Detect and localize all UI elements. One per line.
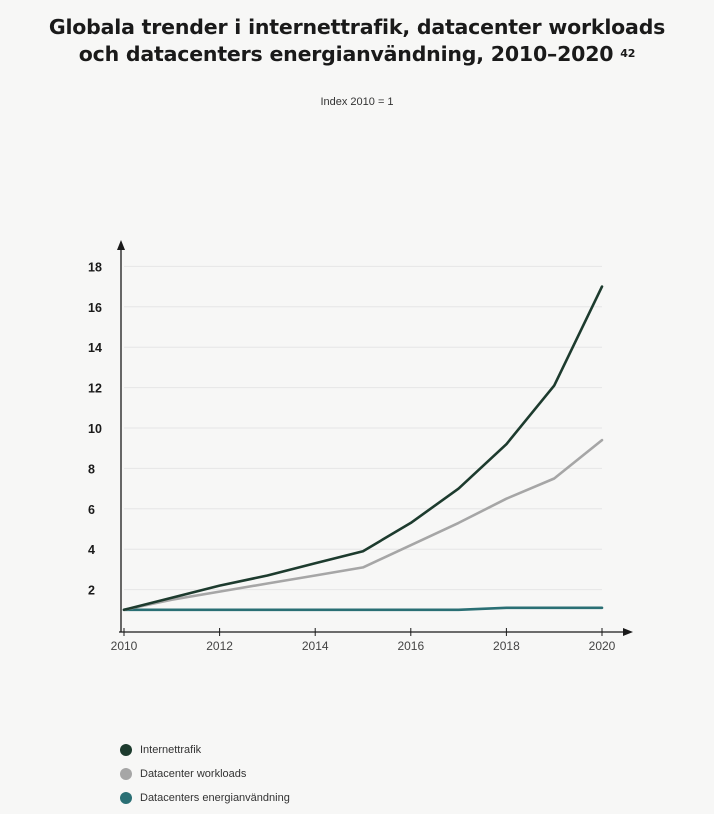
series-line-3 bbox=[122, 606, 604, 612]
y-axis-arrow bbox=[117, 240, 125, 250]
title-line-1: Globala trender i internettrafik, datace… bbox=[48, 15, 666, 39]
y-tick-label: 2 bbox=[88, 584, 95, 598]
x-tick-label: 2014 bbox=[302, 639, 329, 653]
y-tick-label: 12 bbox=[88, 382, 102, 396]
x-tick-label: 2018 bbox=[493, 639, 520, 653]
y-tick-label: 8 bbox=[88, 462, 95, 476]
y-tick-label: 18 bbox=[88, 260, 102, 274]
x-tick-label: 2012 bbox=[206, 639, 233, 653]
legend-item-datacenter-workloads: Datacenter workloads bbox=[120, 762, 290, 786]
legend-swatch bbox=[120, 792, 132, 804]
legend-label: Datacenter workloads bbox=[140, 768, 247, 780]
chart-legend: Internettrafik Datacenter workloads Data… bbox=[120, 738, 290, 810]
y-tick-label: 10 bbox=[88, 422, 102, 436]
title-line-2: och datacenters energianvändning, 2010–2… bbox=[78, 42, 614, 66]
legend-item-internettrafik: Internettrafik bbox=[120, 738, 290, 762]
legend-swatch bbox=[120, 744, 132, 756]
x-axis-arrow bbox=[623, 628, 633, 636]
legend-label: Datacenters energianvändning bbox=[140, 792, 290, 804]
title-footnote: 42 bbox=[620, 47, 636, 60]
y-tick-label: 6 bbox=[88, 503, 95, 517]
legend-swatch bbox=[120, 768, 132, 780]
y-tick-label: 16 bbox=[88, 301, 102, 315]
series-line-2 bbox=[122, 438, 604, 612]
chart-title: Globala trender i internettrafik, datace… bbox=[0, 14, 714, 68]
legend-label: Internettrafik bbox=[140, 744, 202, 756]
chart-subtitle: Index 2010 = 1 bbox=[320, 96, 394, 108]
x-tick-label: 2016 bbox=[397, 639, 424, 653]
y-tick-label: 14 bbox=[88, 341, 102, 355]
x-tick-label: 2020 bbox=[589, 639, 616, 653]
x-tick-label: 2010 bbox=[111, 639, 138, 653]
series-line-1 bbox=[122, 285, 604, 612]
legend-item-datacenters-energianvandning: Datacenters energianvändning bbox=[120, 786, 290, 810]
y-tick-label: 4 bbox=[88, 543, 95, 557]
